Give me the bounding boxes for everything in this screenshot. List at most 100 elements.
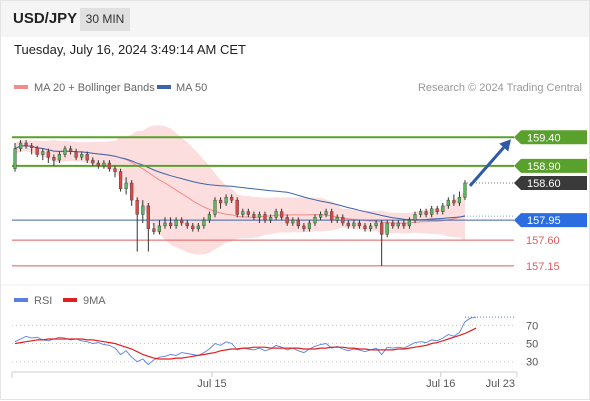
candle-body bbox=[235, 199, 239, 215]
candle-body bbox=[135, 199, 139, 215]
ma9-legend-label: 9MA bbox=[83, 295, 106, 307]
level-tag-resistance bbox=[514, 158, 587, 173]
candle-body bbox=[463, 182, 467, 198]
rsi-legend-swatch bbox=[14, 298, 28, 302]
candle-body bbox=[385, 222, 389, 235]
candle-body bbox=[291, 219, 295, 224]
candle-body bbox=[41, 151, 45, 155]
candle-body bbox=[346, 222, 350, 227]
candle-body bbox=[280, 211, 284, 218]
x-tick-label: Jul 16 bbox=[426, 378, 455, 390]
candle-body bbox=[446, 199, 450, 207]
candle-body bbox=[96, 162, 100, 167]
candle-body bbox=[224, 197, 228, 204]
candle-body bbox=[213, 199, 217, 215]
candle-body bbox=[174, 219, 178, 227]
candle-body bbox=[341, 217, 345, 224]
level-label-157.6: 157.60 bbox=[526, 235, 560, 247]
projection-arrow-line bbox=[468, 146, 505, 187]
candle-body bbox=[380, 222, 384, 235]
candle-body bbox=[107, 162, 111, 169]
level-tag-pivot bbox=[514, 213, 587, 228]
candle-body bbox=[457, 197, 461, 204]
candle-body bbox=[68, 148, 73, 152]
candle-body bbox=[296, 219, 300, 227]
projection-arrow-head bbox=[499, 139, 511, 152]
rsi-legend-label: RSI bbox=[34, 295, 52, 307]
candle-body bbox=[430, 208, 434, 215]
candle-body bbox=[24, 142, 28, 147]
datetime-label: Tuesday, July 16, 2024 3:49:14 AM CET bbox=[14, 42, 246, 57]
candle-body bbox=[335, 217, 339, 221]
level-label-158.6: 158.60 bbox=[527, 178, 561, 190]
bollinger-legend-swatch bbox=[14, 85, 28, 89]
copyright-label: Research © 2024 Trading Central bbox=[418, 82, 582, 94]
ma9-legend-swatch bbox=[63, 298, 77, 302]
candle-body bbox=[391, 222, 395, 227]
candle-body bbox=[241, 211, 245, 215]
level-tag-current bbox=[514, 176, 587, 190]
candle-body bbox=[102, 162, 106, 167]
x-tick-label: Jul 23 bbox=[486, 378, 515, 390]
bollinger-legend-label: MA 20 + Bollinger Bands bbox=[34, 82, 155, 94]
candle-body bbox=[307, 222, 311, 229]
candle-body bbox=[30, 145, 34, 148]
candle-body bbox=[274, 211, 278, 218]
candle-body bbox=[407, 219, 411, 227]
candle-body bbox=[319, 214, 323, 218]
rsi-tick-label: 70 bbox=[526, 320, 538, 332]
candle-body bbox=[330, 211, 334, 221]
candle-body bbox=[435, 208, 439, 212]
candle-body bbox=[180, 219, 184, 224]
candle-body bbox=[252, 214, 256, 218]
candle-body bbox=[402, 222, 406, 227]
candle-body bbox=[313, 217, 317, 224]
ma50-line bbox=[14, 145, 466, 221]
candle-body bbox=[352, 222, 356, 227]
candle-body bbox=[207, 214, 211, 221]
candle-body bbox=[46, 151, 50, 158]
rsi-tick-label: 50 bbox=[526, 339, 538, 351]
candle-body bbox=[246, 211, 250, 215]
candle-body bbox=[202, 219, 206, 227]
candle-body bbox=[13, 148, 17, 169]
candle-body bbox=[396, 222, 400, 227]
level-tag-resistance bbox=[514, 130, 587, 145]
candle-body bbox=[141, 205, 145, 215]
candle-body bbox=[63, 148, 67, 155]
candle-body bbox=[113, 168, 117, 172]
candle-body bbox=[269, 217, 273, 221]
candle-body bbox=[257, 214, 261, 218]
rsi-ma9-line bbox=[14, 327, 477, 360]
candle-body bbox=[419, 211, 423, 215]
ma50-legend-swatch bbox=[157, 85, 171, 89]
candle-body bbox=[452, 199, 456, 204]
x-tick-label: Jul 15 bbox=[197, 378, 226, 390]
candle-body bbox=[146, 205, 150, 229]
candle-body bbox=[218, 199, 223, 204]
ma50-legend-label: MA 50 bbox=[176, 82, 207, 94]
candle-body bbox=[413, 214, 417, 221]
level-label-158.9: 158.90 bbox=[527, 161, 561, 173]
candle-body bbox=[152, 228, 156, 232]
candle-body bbox=[441, 205, 445, 212]
bollinger-band-area bbox=[15, 125, 465, 255]
candle-body bbox=[185, 222, 189, 227]
candle-body bbox=[19, 142, 23, 149]
candle-body bbox=[57, 154, 61, 161]
candle-body bbox=[230, 197, 234, 201]
candle-body bbox=[74, 151, 78, 158]
rsi-tick-label: 30 bbox=[526, 357, 538, 369]
timeframe-button[interactable]: 30 MIN bbox=[80, 8, 130, 31]
candle-body bbox=[80, 154, 84, 158]
candle-body bbox=[52, 157, 56, 161]
candle-body bbox=[130, 182, 134, 201]
level-label-157.95: 157.95 bbox=[527, 215, 561, 227]
candle-body bbox=[285, 217, 289, 224]
candle-body bbox=[263, 214, 267, 221]
level-label-157.15: 157.15 bbox=[526, 261, 560, 273]
candle-body bbox=[302, 225, 306, 229]
candle-body bbox=[168, 222, 173, 227]
